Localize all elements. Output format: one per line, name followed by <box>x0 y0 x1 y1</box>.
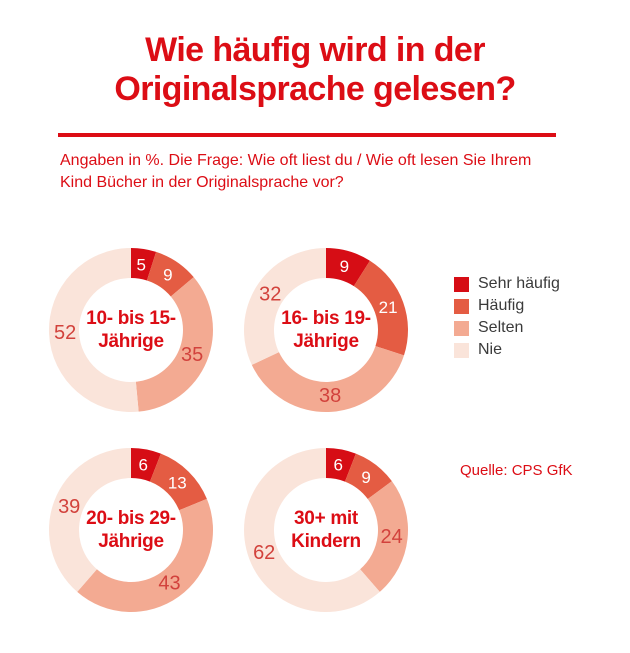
segment-value-label: 6 <box>138 456 147 475</box>
subtitle: Angaben in %. Die Frage: Wie oft liest d… <box>60 150 580 194</box>
page-title-line-1: Wie häufig wird in der <box>145 31 485 69</box>
donut-segment-selten <box>77 498 214 613</box>
donut-segment-selten <box>135 277 213 412</box>
legend-item-nie: Nie <box>454 339 560 361</box>
legend-swatch-selten <box>454 320 469 336</box>
segment-value-label: 9 <box>340 257 349 276</box>
segment-value-label: 39 <box>58 496 80 518</box>
segment-value-label: 24 <box>380 526 402 548</box>
page-title-line-2: Originalsprache gelesen? <box>114 70 516 108</box>
donut-segment-nie <box>244 448 380 612</box>
donut-segment-selten <box>251 346 404 413</box>
segment-value-label: 5 <box>136 255 145 274</box>
legend-label: Nie <box>478 341 503 358</box>
donut-segment-sehr-h-ufig <box>326 448 356 482</box>
donut-segment-nie <box>48 448 131 592</box>
page-title: Wie häufig wird in der Originalsprache g… <box>0 31 630 109</box>
donut-segment-nie <box>48 248 139 412</box>
donut-ring: 69 24 62 <box>244 448 409 612</box>
donut-segment-sehr-h-ufig <box>326 248 370 287</box>
subtitle-line-2: Kind Bücher in der Originalsprache vor? <box>60 174 344 191</box>
legend-item-sehr-haeufig: Sehr häufig <box>454 273 560 295</box>
legend: Sehr häufig Häufig Selten Nie <box>454 273 560 361</box>
segment-value-label: 43 <box>158 573 180 595</box>
donut-segment-h-ufig <box>149 453 207 511</box>
segment-value-label: 9 <box>361 468 370 487</box>
donut-segment-selten <box>360 481 409 592</box>
subtitle-line-1: Angaben in %. Die Frage: Wie oft liest d… <box>60 152 532 169</box>
donut-ring: 59 35 52 <box>48 248 213 412</box>
donut-segment-h-ufig <box>353 260 409 356</box>
segment-value-label: 62 <box>253 542 275 564</box>
segment-value-label: 32 <box>259 284 281 306</box>
segment-value-label: 21 <box>379 298 398 317</box>
legend-label: Sehr häufig <box>478 275 560 292</box>
donut-segment-sehr-h-ufig <box>131 448 161 482</box>
legend-label: Häufig <box>478 297 525 314</box>
donut-ring: 9 21 38 32 <box>243 248 409 413</box>
donut-chart-16-19: 9 21 38 32 16- bis 19- Jährige <box>236 240 416 420</box>
donut-segment-nie <box>243 248 326 365</box>
legend-swatch-nie <box>454 342 469 358</box>
donut-segment-h-ufig <box>344 453 392 500</box>
source-note: Quelle: CPS GfK <box>460 462 573 479</box>
segment-value-label: 9 <box>163 266 172 285</box>
donut-segment-sehr-h-ufig <box>131 248 157 281</box>
segment-value-label: 35 <box>181 344 203 366</box>
legend-item-haeufig: Häufig <box>454 295 560 317</box>
segment-value-label: 6 <box>333 456 342 475</box>
segment-value-label: 13 <box>168 474 187 493</box>
segment-value-label: 52 <box>54 322 76 344</box>
donut-chart-10-15: 5 9 35 52 10- bis 15- Jährige <box>41 240 221 420</box>
title-divider <box>58 133 556 137</box>
segment-value-label: 38 <box>319 385 341 407</box>
donut-ring: 6 13 43 39 <box>48 448 214 613</box>
legend-item-selten: Selten <box>454 317 560 339</box>
donut-chart-20-29: 6 13 43 39 20- bis 29- Jährige <box>41 440 221 620</box>
legend-swatch-sehr-haeufig <box>454 276 469 292</box>
legend-label: Selten <box>478 319 524 336</box>
donut-chart-30-plus: 6 9 24 62 30+ mit Kindern <box>236 440 416 620</box>
donut-segment-h-ufig <box>146 251 194 297</box>
legend-swatch-haeufig <box>454 298 469 314</box>
